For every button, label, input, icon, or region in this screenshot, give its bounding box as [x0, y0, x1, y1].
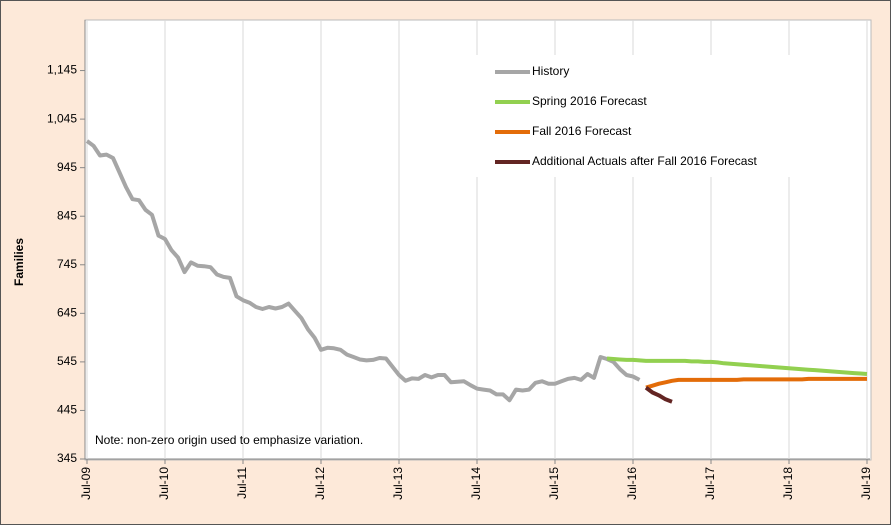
legend-label: Spring 2016 Forecast [532, 94, 647, 108]
x-tick-label: Jul-12 [313, 467, 327, 500]
x-tick-label: Jul-13 [391, 467, 405, 500]
note: Note: non-zero origin used to emphasize … [95, 433, 363, 447]
y-tick-label: 945 [57, 160, 77, 174]
y-axis-label: Families [12, 238, 26, 286]
x-tick-label: Jul-11 [235, 467, 249, 499]
y-tick-label: 645 [57, 306, 77, 320]
x-tick-label: Jul-15 [547, 467, 561, 500]
x-tick-label: Jul-14 [469, 467, 483, 500]
x-tick-label: Jul-18 [781, 467, 795, 500]
series-line [644, 386, 673, 404]
legend-label: Additional Actuals after Fall 2016 Forec… [532, 154, 757, 168]
x-tick-label: Jul-19 [859, 467, 873, 500]
y-tick-label: 745 [57, 257, 77, 271]
series-line [606, 356, 868, 376]
y-tick-label: 545 [57, 354, 77, 368]
legend-label: History [532, 64, 569, 78]
series-line [645, 376, 867, 390]
y-tick-label: 445 [57, 403, 77, 417]
legend-label: Fall 2016 Forecast [532, 124, 632, 138]
series-line [85, 139, 641, 403]
x-tick-label: Jul-10 [157, 467, 171, 500]
x-tick-label: Jul-16 [625, 467, 639, 500]
x-tick-label: Jul-09 [79, 467, 93, 500]
y-tick-label: 345 [57, 451, 77, 465]
y-tick-label: 1,145 [47, 63, 77, 77]
legend-box [455, 55, 835, 177]
x-tick-label: Jul-17 [703, 467, 717, 500]
y-tick-label: 845 [57, 208, 77, 222]
y-tick-label: 1,045 [47, 111, 77, 125]
